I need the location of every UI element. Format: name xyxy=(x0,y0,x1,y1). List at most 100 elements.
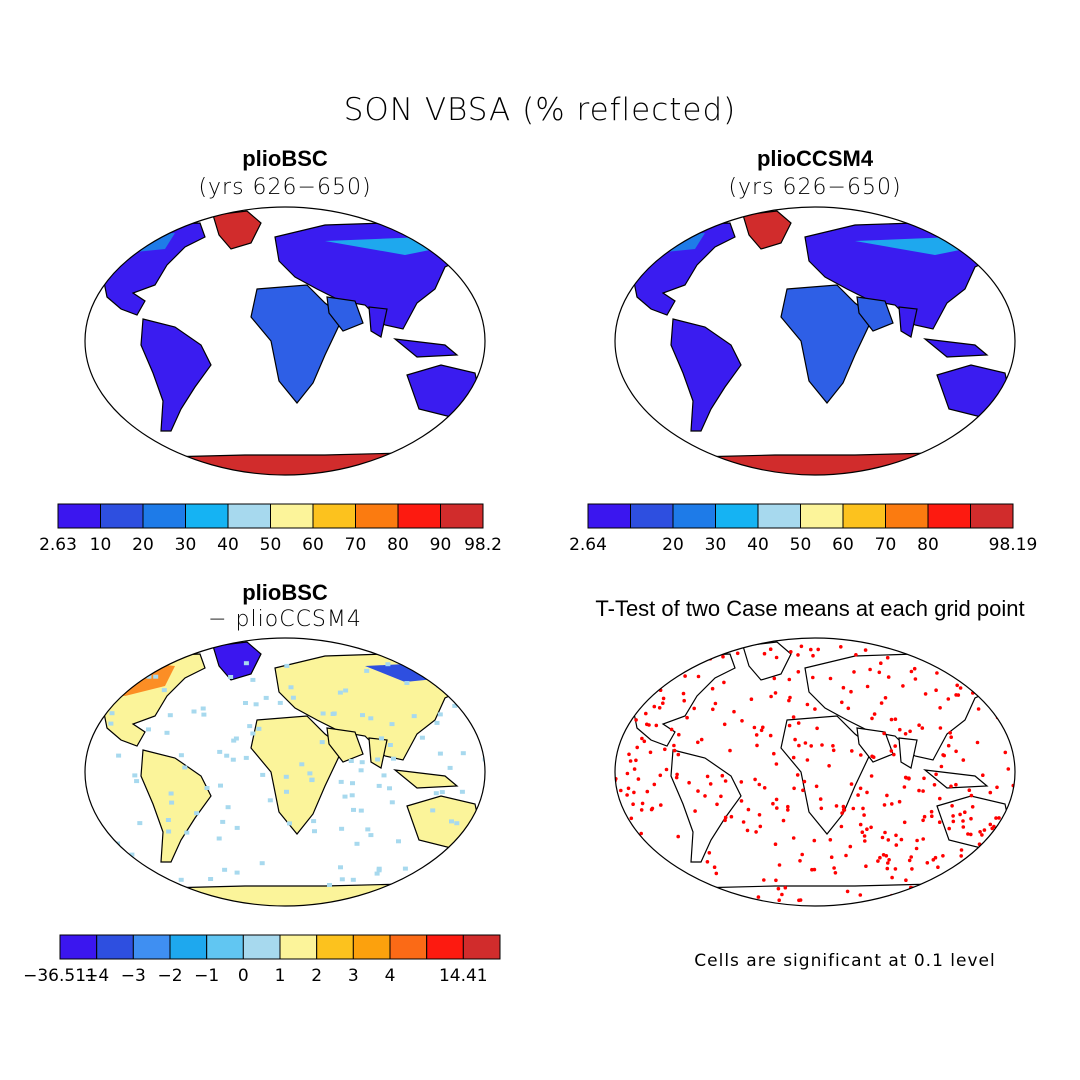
significant-cell xyxy=(815,726,819,731)
diff-cell xyxy=(253,702,259,707)
diff-cell xyxy=(99,688,105,693)
diff-cell xyxy=(234,825,240,830)
significant-cell xyxy=(832,866,836,870)
colorbar-tick-label: 20 xyxy=(132,535,154,555)
colorbar-tick-label: 70 xyxy=(875,535,897,555)
significant-cell xyxy=(771,801,775,806)
diff-cell xyxy=(117,682,123,686)
significant-cell xyxy=(923,692,928,696)
diff-cell xyxy=(243,701,248,705)
colorbar-tick-label: 4 xyxy=(385,966,396,986)
diff-cell xyxy=(368,833,374,838)
significant-cell xyxy=(903,732,908,736)
colorbar-swatch xyxy=(355,503,399,529)
significant-cell xyxy=(777,863,782,867)
significant-cell xyxy=(912,666,917,671)
significant-cell xyxy=(663,657,667,662)
land-greenland xyxy=(742,210,792,250)
land-india xyxy=(368,306,388,338)
significant-cell xyxy=(862,813,866,817)
colorbar-swatch xyxy=(800,503,844,529)
significant-cell xyxy=(696,740,700,745)
significant-cell xyxy=(820,743,824,747)
significant-cell xyxy=(694,652,698,657)
significant-cell xyxy=(930,814,934,818)
significant-cell xyxy=(885,655,890,660)
significant-cell xyxy=(988,822,993,827)
significant-cell xyxy=(786,804,790,809)
diff-cell xyxy=(348,759,354,763)
significant-cell xyxy=(774,797,779,802)
significant-cell xyxy=(908,729,912,734)
significant-cell xyxy=(791,836,796,840)
colorbar-swatch xyxy=(462,934,501,960)
diff-cell xyxy=(115,656,121,661)
significant-cell xyxy=(985,901,989,906)
significant-cell xyxy=(654,723,659,728)
diff-cell xyxy=(338,779,344,784)
diff-cell xyxy=(224,753,230,758)
land-greenland xyxy=(212,641,262,681)
significant-cell xyxy=(663,889,667,893)
significant-cell xyxy=(800,852,804,857)
significant-cell xyxy=(849,782,854,786)
significant-cell xyxy=(955,647,959,652)
significant-cell xyxy=(637,875,642,880)
significant-cell xyxy=(781,818,786,823)
significant-cell xyxy=(625,886,630,891)
significant-cell xyxy=(774,655,779,660)
significant-cell xyxy=(710,686,715,691)
significant-cell xyxy=(893,717,898,721)
significant-cell xyxy=(922,776,926,781)
significant-cell xyxy=(682,698,686,703)
significant-cell xyxy=(959,848,964,852)
significant-cell xyxy=(841,685,846,690)
diff-cell xyxy=(284,663,290,668)
significant-cell xyxy=(961,655,965,660)
significant-cell xyxy=(868,667,872,672)
diff-cell xyxy=(414,875,420,880)
colorbar-swatch xyxy=(397,503,441,529)
significant-cell xyxy=(833,871,838,875)
colorbar-swatch xyxy=(440,503,484,529)
significant-cell xyxy=(646,669,650,674)
significant-cell xyxy=(749,697,754,701)
significant-cell xyxy=(649,807,654,812)
significant-cell xyxy=(982,828,987,832)
colorbar-swatch xyxy=(927,503,971,529)
significant-cell xyxy=(909,669,914,674)
significant-cell xyxy=(865,790,869,795)
diff-cell xyxy=(184,830,190,835)
significant-cell xyxy=(658,773,663,778)
diff-cell xyxy=(419,735,425,740)
diff-cell xyxy=(387,743,393,747)
diff-cell xyxy=(404,681,410,685)
colorbar-tick-label: 60 xyxy=(832,535,854,555)
significant-cell xyxy=(969,816,973,821)
significant-cell xyxy=(921,837,925,841)
significant-cell xyxy=(729,814,734,819)
significant-cell xyxy=(990,895,995,900)
diff-cell xyxy=(339,826,345,831)
significant-cell xyxy=(1011,653,1015,658)
diff-cell xyxy=(312,829,317,834)
significant-cell xyxy=(894,833,898,838)
significant-cell xyxy=(661,701,665,705)
colorbar-tick-label: 80 xyxy=(917,535,939,555)
significant-cell xyxy=(797,898,801,903)
significant-cell xyxy=(757,813,762,817)
land-india xyxy=(898,306,918,338)
diff-cell xyxy=(283,774,289,779)
significant-cell xyxy=(993,654,998,658)
land-southAmerica xyxy=(140,318,212,432)
diff-cell xyxy=(439,790,445,795)
significant-cell xyxy=(921,818,925,823)
significant-cell xyxy=(917,723,921,727)
significant-cell xyxy=(795,773,800,777)
colorbar-tick-label: 2 xyxy=(311,966,322,986)
significant-cell xyxy=(859,753,863,757)
significant-cell xyxy=(879,661,883,665)
significant-cell xyxy=(938,706,942,710)
significant-cell xyxy=(992,685,996,689)
significant-cell xyxy=(850,749,854,753)
